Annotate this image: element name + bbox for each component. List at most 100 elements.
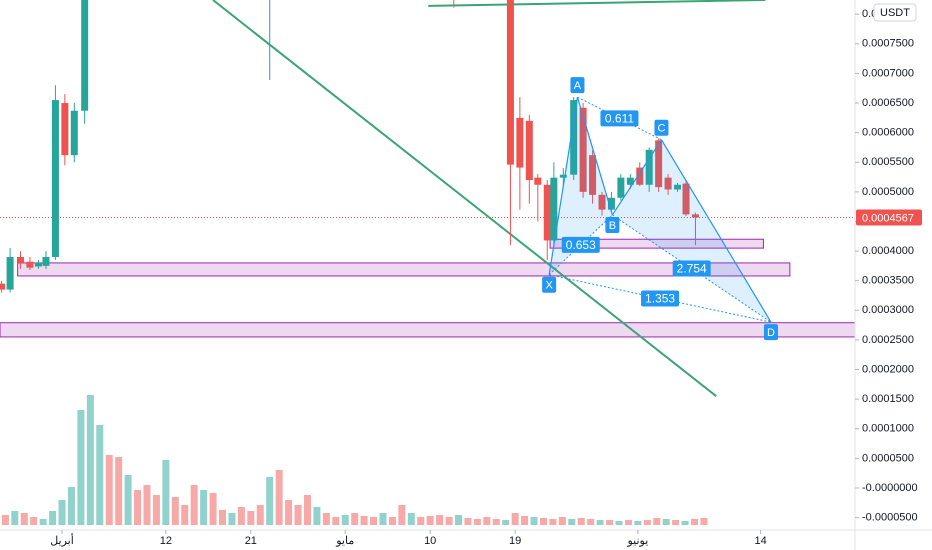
pattern-leg [660, 139, 772, 323]
candle-body [589, 155, 597, 195]
point-label-box [542, 276, 557, 293]
volume-bar [200, 490, 208, 525]
candle-body [42, 257, 50, 266]
volume-bar [643, 520, 651, 525]
x-tick-label: 12 [160, 535, 172, 547]
volume-bar [596, 520, 604, 525]
candle-body [607, 197, 615, 210]
volume-bar [96, 425, 104, 525]
candle-body [6, 257, 14, 290]
volume-bar [322, 513, 330, 525]
candle-body [51, 100, 59, 258]
price-label-box [856, 209, 922, 226]
candle-body [645, 149, 653, 185]
candle-body [550, 177, 558, 241]
volume-bar [700, 518, 708, 525]
point-label-box [654, 119, 669, 136]
volume-bar [502, 520, 510, 525]
price-label: 0.0004567 [862, 212, 914, 224]
volume-bar [388, 517, 396, 525]
volume-bar [606, 520, 614, 525]
volume-bar [39, 519, 47, 525]
volume-bar [341, 515, 349, 525]
volume-bar [539, 518, 547, 525]
ratio-label-box [672, 260, 711, 277]
volume-bar [294, 505, 302, 525]
volume-bar [379, 513, 387, 525]
volume-bar [407, 513, 415, 525]
y-tick-label: 0.0005000 [862, 186, 914, 198]
volume-bar [549, 519, 557, 525]
volume-bar [426, 516, 434, 525]
volume-bar [492, 519, 500, 525]
volume-bar [303, 495, 311, 525]
y-tick-label: 0.0006000 [862, 127, 914, 139]
zone [17, 262, 791, 277]
x-tick-label: 21 [245, 535, 257, 547]
pattern-leg [611, 139, 662, 216]
volume-bar [672, 520, 680, 525]
volume-bar [360, 516, 368, 525]
volume-bar [464, 518, 472, 525]
volume-bar [256, 505, 264, 525]
volume-bar [86, 395, 94, 525]
volume-bar [49, 511, 57, 525]
volume-bar [455, 515, 463, 525]
volume-bar [473, 519, 481, 525]
trendline [212, 0, 717, 397]
ratio-line [548, 214, 613, 276]
volume-bar [398, 505, 406, 525]
y-tick-label: 0.0002500 [862, 334, 914, 346]
candle-body [26, 261, 34, 268]
volume-bar [624, 520, 632, 525]
volume-bar [558, 517, 566, 525]
volume-bar [436, 515, 444, 525]
volume-bar [511, 513, 519, 525]
point-label: A [574, 80, 582, 92]
ratio-label-box [600, 110, 639, 127]
volume-bar [237, 507, 245, 525]
point-label: B [609, 220, 616, 232]
candle-body [506, 0, 514, 165]
x-tick-label: أبريل [50, 533, 74, 547]
ratio-label-box [561, 236, 600, 253]
currency-box [873, 3, 917, 22]
volume-bar [332, 517, 340, 525]
volume-bar [587, 519, 595, 525]
volume-bar [228, 513, 236, 525]
candle-body [61, 103, 69, 156]
y-tick-label: 0.0005500 [862, 156, 914, 168]
candle-body [559, 174, 567, 178]
volume-bar [77, 410, 85, 525]
volume-bar [171, 497, 179, 525]
y-tick-label: 0.0007500 [862, 38, 914, 50]
volume-bar [285, 500, 293, 525]
volume-bar [351, 513, 359, 525]
volume-bar [483, 517, 491, 525]
y-tick-label: 0.0003000 [862, 304, 914, 316]
candle-body [70, 110, 78, 156]
candle-body [691, 214, 699, 218]
volume-bar [20, 513, 28, 525]
candle-body [636, 167, 644, 185]
ratio-label: 1.353 [645, 292, 675, 306]
volume-bar [247, 511, 255, 525]
y-tick-label: -0.0000500 [862, 511, 918, 523]
x-tick-label: يونيو [626, 535, 648, 547]
pattern-area [612, 139, 771, 323]
candle-body [598, 194, 606, 210]
ratio-label: 0.653 [566, 238, 596, 252]
x-tick-label: مايو [335, 535, 354, 547]
candle-body [516, 117, 524, 168]
volume-bar [115, 457, 123, 525]
volume-bar [209, 493, 217, 525]
volume-bar [691, 519, 699, 525]
axes: 0.00080000.00075000.00070000.00065000.00… [50, 3, 922, 547]
candle-body [664, 177, 672, 190]
point-label-box [570, 77, 585, 94]
volume-bar [30, 517, 38, 525]
y-tick-label: 0.0000500 [862, 452, 914, 464]
volume-bar [662, 519, 670, 525]
